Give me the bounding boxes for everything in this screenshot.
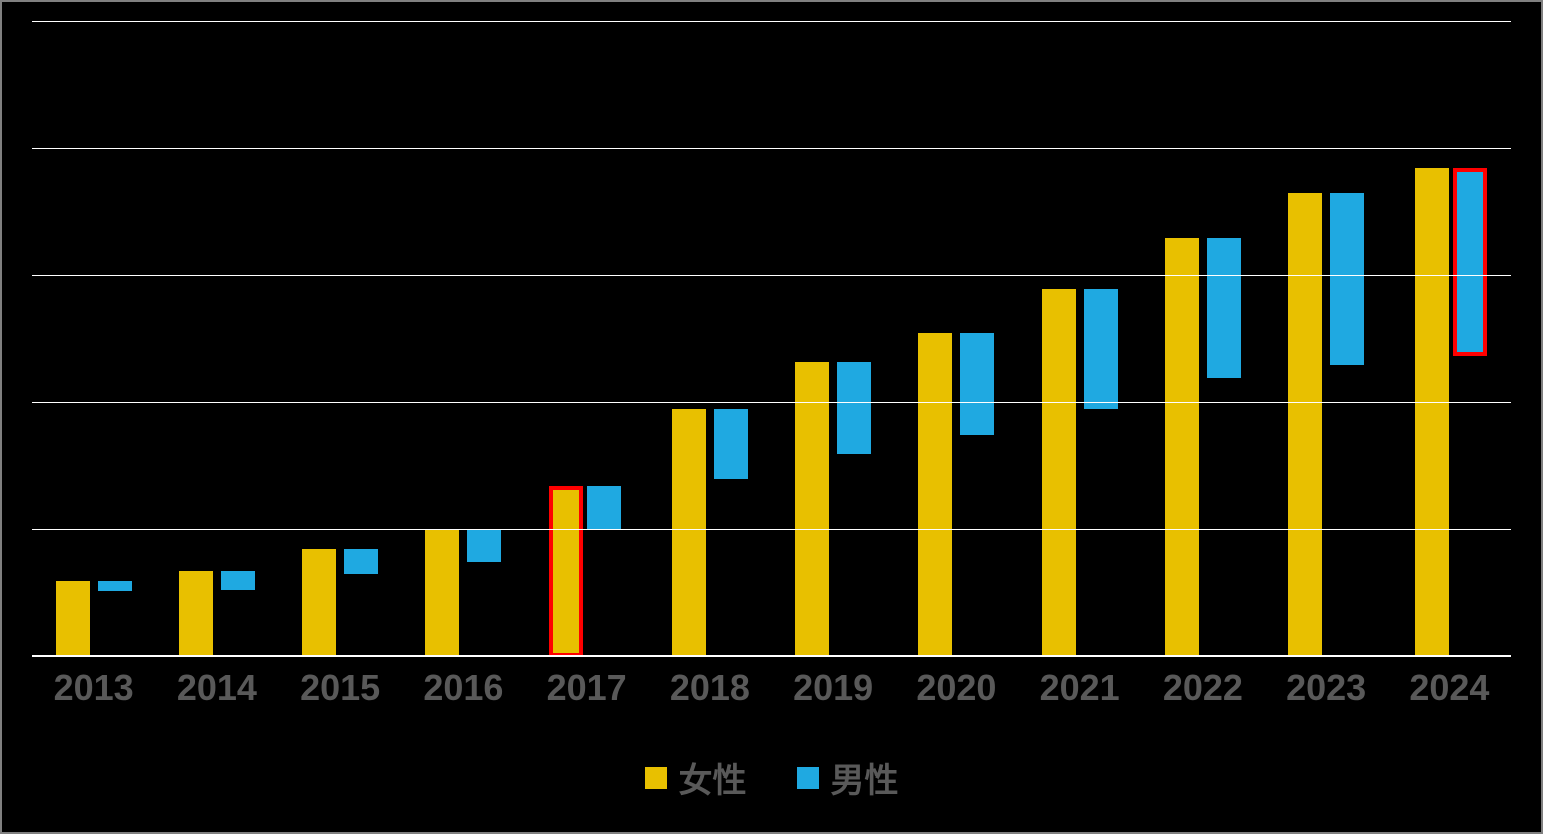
x-label-2016: 2016 [423, 667, 503, 709]
x-label-2023: 2023 [1286, 667, 1366, 709]
gridline [32, 402, 1511, 403]
bar-female-2024 [1415, 168, 1449, 657]
x-label-2022: 2022 [1163, 667, 1243, 709]
x-label-2019: 2019 [793, 667, 873, 709]
legend-swatch-male [797, 767, 819, 789]
x-label-2020: 2020 [916, 667, 996, 709]
bar-female-2017 [549, 486, 583, 657]
x-axis-baseline [32, 655, 1511, 657]
bar-female-2018 [672, 409, 706, 657]
legend-label-male: 男性 [831, 753, 899, 802]
bar-male-2023 [1330, 193, 1364, 364]
bar-male-2013 [98, 581, 132, 591]
x-label-2013: 2013 [54, 667, 134, 709]
x-label-2018: 2018 [670, 667, 750, 709]
plot-area [32, 22, 1511, 657]
bar-male-2022 [1207, 238, 1241, 378]
bar-female-2015 [302, 549, 336, 657]
bar-group-2013 [56, 581, 132, 657]
bar-male-2020 [960, 333, 994, 435]
legend-item-male: 男性 [797, 753, 899, 802]
bar-male-2021 [1084, 289, 1118, 410]
bar-group-2016 [425, 530, 501, 657]
legend-swatch-female [645, 767, 667, 789]
bar-male-2019 [837, 362, 871, 453]
legend: 女性 男性 [2, 753, 1541, 802]
bar-female-2013 [56, 581, 90, 657]
bar-chart: 2013 2014 2015 2016 2017 2018 2019 2020 2021 2022… [0, 0, 1543, 834]
bar-female-2022 [1165, 238, 1199, 657]
gridline [32, 275, 1511, 276]
bar-male-2018 [714, 409, 748, 479]
bar-group-2017 [553, 486, 621, 657]
bar-group-2014 [179, 571, 255, 657]
bar-group-2023 [1288, 193, 1364, 657]
bar-male-2016 [467, 530, 501, 562]
x-label-2014: 2014 [177, 667, 257, 709]
bar-female-2021 [1042, 289, 1076, 657]
bar-female-2020 [918, 333, 952, 657]
bar-group-2015 [302, 549, 378, 657]
bar-group-2020 [918, 333, 994, 657]
bars-layer [32, 22, 1511, 657]
bar-male-2017 [587, 486, 621, 530]
x-label-2017: 2017 [547, 667, 627, 709]
gridline [32, 21, 1511, 22]
bar-female-2019 [795, 362, 829, 657]
bar-female-2016 [425, 530, 459, 657]
bar-male-2024 [1453, 168, 1487, 356]
legend-label-female: 女性 [679, 753, 747, 802]
bar-group-2018 [672, 409, 748, 657]
bar-group-2024 [1415, 168, 1483, 657]
bar-group-2022 [1165, 238, 1241, 657]
legend-item-female: 女性 [645, 753, 747, 802]
bar-male-2015 [344, 549, 378, 574]
x-axis-labels: 2013 2014 2015 2016 2017 2018 2019 2020 2021 2022… [32, 667, 1511, 717]
bar-group-2021 [1042, 289, 1118, 657]
bar-group-2019 [795, 362, 871, 657]
x-label-2021: 2021 [1040, 667, 1120, 709]
bar-female-2023 [1288, 193, 1322, 657]
bar-female-2014 [179, 571, 213, 657]
bar-male-2014 [221, 571, 255, 590]
gridline [32, 148, 1511, 149]
x-label-2015: 2015 [300, 667, 380, 709]
x-label-2024: 2024 [1409, 667, 1489, 709]
gridline [32, 529, 1511, 530]
